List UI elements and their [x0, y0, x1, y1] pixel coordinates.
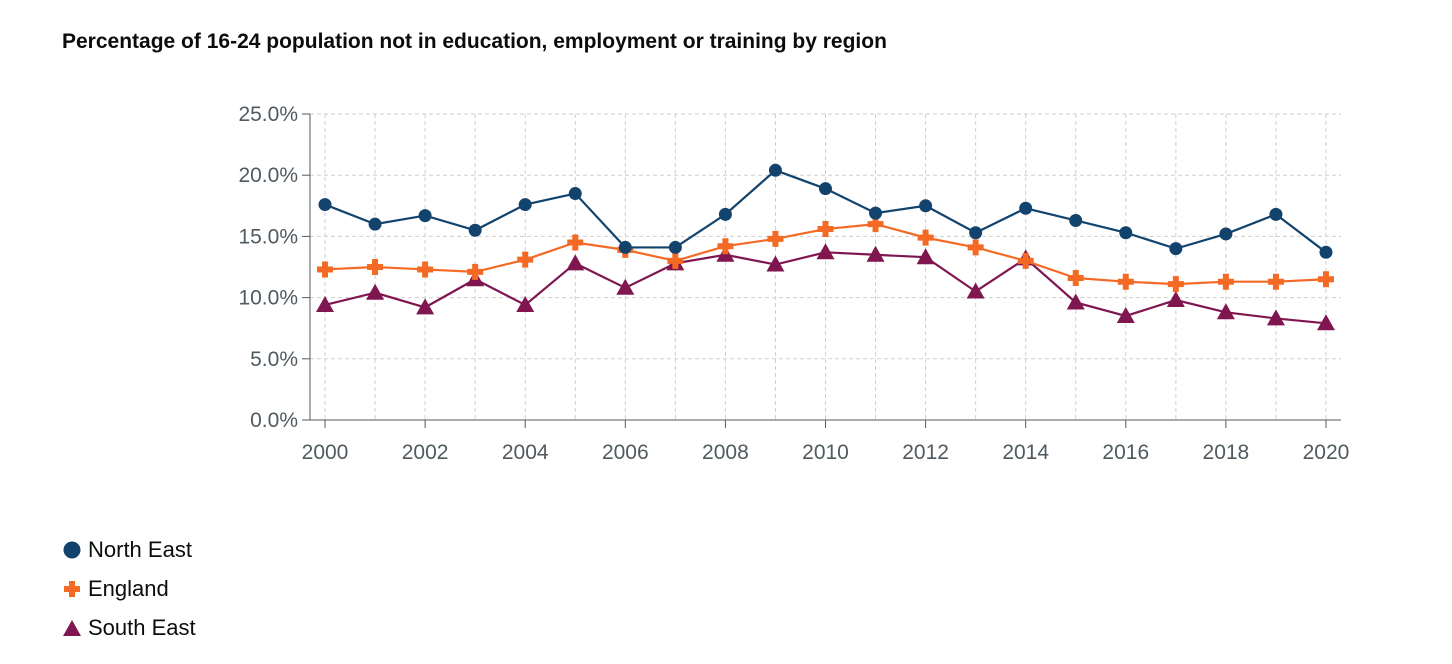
circle-marker-icon [63, 541, 81, 558]
data-point [866, 245, 885, 262]
data-point [618, 240, 632, 254]
data-point [568, 187, 582, 201]
data-point [1066, 293, 1085, 310]
data-point [366, 283, 385, 300]
data-point [668, 240, 682, 254]
series-england [317, 216, 1334, 293]
triangle-marker-icon [63, 619, 81, 636]
data-point [1069, 213, 1083, 227]
data-point [1217, 273, 1234, 290]
x-tick-label: 2014 [1002, 441, 1049, 464]
legend-label: North East [88, 536, 192, 562]
x-tick-label: 2002 [402, 441, 449, 464]
x-tick-label: 2004 [502, 441, 549, 464]
y-tick-label: 20.0% [238, 164, 298, 187]
data-point [717, 238, 734, 255]
data-point [969, 226, 983, 240]
series-south-east [316, 243, 1335, 331]
axes: 0.0% 5.0% 10.0% 15.0% 20.0% 25.0% 2000 2002 2004… [238, 103, 1349, 464]
data-point [1266, 309, 1285, 326]
data-point [1267, 273, 1284, 290]
data-point [1019, 201, 1033, 215]
x-tick-label: 2018 [1203, 441, 1250, 464]
legend-item-england: England [62, 569, 196, 608]
series-layer [316, 163, 1335, 331]
data-point [767, 230, 784, 247]
x-tick-label: 2000 [302, 441, 349, 464]
data-point [417, 261, 434, 278]
x-tick-label: 2016 [1102, 441, 1149, 464]
data-point [566, 254, 585, 271]
x-tick-label: 2020 [1303, 441, 1350, 464]
data-point [1317, 271, 1334, 288]
data-point [1166, 291, 1185, 308]
cross-marker-icon [64, 580, 80, 597]
y-tick-label: 25.0% [238, 103, 298, 126]
data-point [616, 278, 635, 295]
data-point [316, 295, 335, 312]
y-tick-label: 15.0% [238, 225, 298, 248]
data-point [1116, 306, 1135, 323]
data-point [1167, 276, 1184, 293]
legend-item-south-east: South East [62, 608, 196, 647]
data-point [567, 234, 584, 251]
data-point [917, 229, 934, 246]
data-point [966, 282, 985, 299]
data-point [817, 221, 834, 238]
x-tick-label: 2008 [702, 441, 749, 464]
data-point [766, 255, 785, 272]
data-point [468, 223, 482, 237]
data-point [1067, 270, 1084, 287]
data-point [916, 248, 935, 265]
data-point [867, 216, 884, 233]
data-point [1316, 314, 1335, 331]
series-north-east [318, 163, 1333, 259]
data-point [1219, 227, 1233, 241]
data-point [967, 239, 984, 256]
data-point [517, 251, 534, 268]
x-tick-label: 2010 [802, 441, 849, 464]
data-point [368, 217, 382, 231]
data-point [367, 259, 384, 275]
data-point [1216, 303, 1235, 320]
data-point [1119, 226, 1133, 240]
data-point [1117, 273, 1134, 290]
data-point [1017, 252, 1034, 269]
data-point [816, 243, 835, 260]
y-tick-label: 0.0% [250, 409, 298, 432]
data-point [869, 206, 883, 220]
x-tick-label: 2006 [602, 441, 649, 464]
data-point [318, 198, 332, 212]
legend: North East England South East [62, 530, 196, 647]
data-point [416, 298, 435, 315]
data-point [1319, 245, 1333, 259]
data-point [1269, 207, 1283, 221]
data-point [518, 198, 532, 212]
y-tick-label: 5.0% [250, 348, 298, 371]
chart-title: Percentage of 16-24 population not in ed… [62, 30, 887, 53]
data-point [667, 252, 684, 269]
data-point [919, 199, 933, 213]
data-point [1169, 242, 1183, 256]
data-point [516, 295, 535, 312]
data-point [819, 182, 832, 196]
x-tick-label: 2012 [902, 441, 949, 464]
data-point [718, 207, 732, 221]
legend-label: England [88, 575, 169, 601]
grid [310, 113, 1341, 420]
data-point [768, 163, 782, 177]
legend-label: South East [88, 614, 196, 640]
legend-item-north-east: North East [62, 530, 196, 569]
data-point [418, 209, 432, 223]
data-point [467, 263, 484, 280]
data-point [317, 261, 334, 278]
y-tick-label: 10.0% [238, 287, 298, 310]
